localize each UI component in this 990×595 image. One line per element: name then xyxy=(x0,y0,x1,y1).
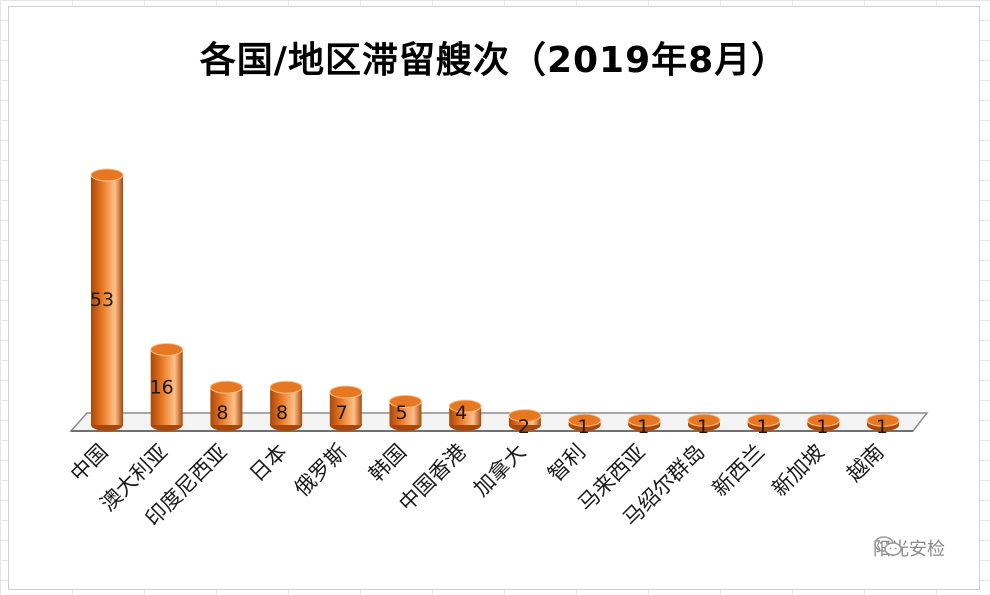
bar-cap xyxy=(269,380,303,394)
category-label: 韩国 xyxy=(364,440,411,487)
category-label: 俄罗斯 xyxy=(290,440,352,502)
bar xyxy=(627,413,661,431)
data-label: 1 xyxy=(816,416,828,438)
wechat-icon xyxy=(874,536,902,556)
data-label: 8 xyxy=(276,402,288,424)
category-label: 新加坡 xyxy=(767,440,829,502)
chart-frame[interactable]: 各国/地区滞留艘次（2019年8月） 53 16 8 8 7 5 4 2 1 1 1 1 1 1 中国 澳大… xyxy=(8,6,980,590)
bar-cap xyxy=(806,413,840,427)
bar-body xyxy=(389,401,422,425)
bar xyxy=(90,168,124,431)
bar-cap xyxy=(389,394,422,408)
data-label: 2 xyxy=(518,416,530,438)
bar-cap xyxy=(329,385,363,399)
chart-floor xyxy=(69,412,929,432)
bar xyxy=(687,413,721,431)
bar-cap xyxy=(687,413,721,427)
bar xyxy=(329,385,363,431)
bar-cap xyxy=(747,413,781,427)
bar xyxy=(389,394,422,431)
watermark: 阳光安检 xyxy=(873,535,945,561)
data-label: 7 xyxy=(336,402,348,424)
bar-cap xyxy=(150,343,184,357)
bar xyxy=(568,413,602,431)
bar-cap xyxy=(866,413,900,427)
data-label: 53 xyxy=(90,289,114,311)
bar xyxy=(209,380,243,431)
bar-cap xyxy=(568,413,602,427)
bar-body xyxy=(150,349,183,425)
data-label: 4 xyxy=(455,402,467,424)
category-label: 加拿大 xyxy=(469,440,531,502)
bar-cap xyxy=(508,409,542,423)
bar xyxy=(866,413,900,431)
bar xyxy=(269,380,303,431)
category-label: 中国 xyxy=(66,440,113,487)
floor-plane xyxy=(69,412,929,432)
bar-cap xyxy=(448,399,482,413)
bar xyxy=(508,409,542,431)
category-label: 新西兰 xyxy=(708,440,770,502)
bar xyxy=(806,413,840,431)
category-label: 智利 xyxy=(543,440,590,487)
data-labels: 53 16 8 8 7 5 4 2 1 1 1 1 1 1 xyxy=(90,289,888,438)
bar-cap xyxy=(209,380,243,394)
data-label: 1 xyxy=(578,416,590,438)
bars xyxy=(90,168,900,431)
data-label: 8 xyxy=(216,402,228,424)
data-label: 1 xyxy=(637,416,649,438)
bar xyxy=(448,399,482,431)
data-label: 1 xyxy=(876,416,888,438)
category-label: 中国香港 xyxy=(394,440,470,516)
chart-title: 各国/地区滞留艘次（2019年8月） xyxy=(199,40,789,81)
data-label: 16 xyxy=(150,376,174,398)
data-label: 1 xyxy=(697,416,709,438)
bar-body xyxy=(91,175,123,425)
category-label: 越南 xyxy=(842,440,889,487)
bar xyxy=(150,343,184,431)
bar-cap xyxy=(627,413,661,427)
data-label: 5 xyxy=(395,402,407,424)
data-label: 1 xyxy=(757,416,769,438)
category-label: 日本 xyxy=(245,440,292,487)
bar-cap xyxy=(90,168,124,182)
bar xyxy=(747,413,781,431)
